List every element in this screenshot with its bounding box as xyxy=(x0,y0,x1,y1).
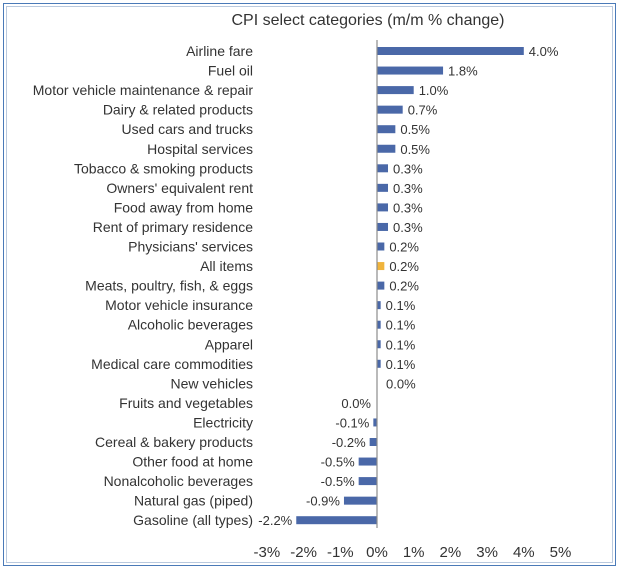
category-label-physicians-services: Physicians' services xyxy=(128,239,253,255)
category-labels: Airline fare Fuel oil Motor vehicle mainte… xyxy=(33,43,254,528)
bar-alcoholic-beverages xyxy=(377,320,381,329)
x-tick-label-2: -1% xyxy=(327,544,354,561)
bar-motor-vehicle-insurance xyxy=(377,301,381,310)
value-label-owners-equivalent-rent: 0.3% xyxy=(393,181,423,196)
category-label-dairy-related-products: Dairy & related products xyxy=(103,102,253,118)
bar-physicians-services xyxy=(377,242,385,251)
value-label-physicians-services: 0.2% xyxy=(389,240,419,255)
value-label-fruits-and-vegetables: 0.0% xyxy=(341,396,371,411)
bar-apparel xyxy=(377,340,381,349)
value-label-apparel: 0.1% xyxy=(386,337,416,352)
value-label-gasoline-all-types: -2.2% xyxy=(258,513,292,528)
x-tick-label-1: -2% xyxy=(290,544,317,561)
x-tick-label-6: 3% xyxy=(476,544,498,561)
bar-food-away-from-home xyxy=(377,203,389,212)
category-label-electricity: Electricity xyxy=(193,414,253,430)
value-label-all-items: 0.2% xyxy=(389,259,419,274)
value-label-dairy-related-products: 0.7% xyxy=(408,103,438,118)
bar-gasoline-all-types xyxy=(296,516,377,525)
category-label-rent-of-primary-residence: Rent of primary residence xyxy=(93,219,254,235)
x-axis-ticks: -3% -2% -1% 0% 1% 2% 3% 4% 5% xyxy=(254,544,572,561)
value-label-food-away-from-home: 0.3% xyxy=(393,200,423,215)
value-label-hospital-services: 0.5% xyxy=(400,142,430,157)
x-tick-label-3: 0% xyxy=(366,544,388,561)
x-tick-label-7: 4% xyxy=(513,544,535,561)
category-label-medical-care-commodities: Medical care commodities xyxy=(91,356,253,372)
bar-natural-gas-piped xyxy=(343,496,377,505)
category-label-motor-vehicle-insurance: Motor vehicle insurance xyxy=(105,297,253,313)
x-tick-label-5: 2% xyxy=(440,544,462,561)
value-label-tobacco-smoking-products: 0.3% xyxy=(393,161,423,176)
category-label-fruits-and-vegetables: Fruits and vegetables xyxy=(119,395,253,411)
category-label-all-items: All items xyxy=(200,258,253,274)
bar-cereal-bakery-products xyxy=(369,438,377,446)
value-label-natural-gas-piped: -0.9% xyxy=(306,494,340,509)
category-label-other-food-at-home: Other food at home xyxy=(132,454,253,470)
category-label-airline-fare: Airline fare xyxy=(186,43,253,59)
bar-meats-poultry-fish-eggs xyxy=(377,281,385,290)
bar-nonalcoholic-beverages xyxy=(358,477,377,486)
bar-airline-fare xyxy=(377,47,524,55)
value-label-meats-poultry-fish-eggs: 0.2% xyxy=(389,279,419,294)
category-label-owners-equivalent-rent: Owners' equivalent rent xyxy=(106,180,253,196)
bar-other-food-at-home xyxy=(358,457,377,466)
category-label-apparel: Apparel xyxy=(205,336,253,352)
category-label-meats-poultry-fish-eggs: Meats, poultry, fish, & eggs xyxy=(85,278,253,294)
category-label-hospital-services: Hospital services xyxy=(147,141,253,157)
value-label-rent-of-primary-residence: 0.3% xyxy=(393,220,423,235)
category-label-used-cars-and-trucks: Used cars and trucks xyxy=(122,121,254,137)
chart-frame xyxy=(3,3,616,566)
category-label-natural-gas-piped: Natural gas (piped) xyxy=(134,493,253,509)
category-label-fuel-oil: Fuel oil xyxy=(208,63,253,79)
category-label-nonalcoholic-beverages: Nonalcoholic beverages xyxy=(104,473,253,489)
value-label-electricity: -0.1% xyxy=(335,415,369,430)
value-label-motor-vehicle-maintenance-repair: 1.0% xyxy=(419,83,449,98)
category-label-food-away-from-home: Food away from home xyxy=(114,199,253,215)
category-label-gasoline-all-types: Gasoline (all types) xyxy=(133,512,253,528)
value-label-airline-fare: 4.0% xyxy=(529,44,559,59)
category-label-new-vehicles: New vehicles xyxy=(171,375,253,391)
bar-all-items xyxy=(377,262,385,271)
bar-used-cars-and-trucks xyxy=(377,125,396,134)
value-label-nonalcoholic-beverages: -0.5% xyxy=(321,474,355,489)
category-label-alcoholic-beverages: Alcoholic beverages xyxy=(128,317,253,333)
value-label-medical-care-commodities: 0.1% xyxy=(386,357,416,372)
bar-dairy-related-products xyxy=(377,105,403,114)
bars-layer xyxy=(296,47,524,525)
chart-title: CPI select categories (m/m % change) xyxy=(232,12,505,29)
bar-rent-of-primary-residence xyxy=(377,222,389,231)
bar-owners-equivalent-rent xyxy=(377,183,389,192)
category-label-motor-vehicle-maintenance-repair: Motor vehicle maintenance & repair xyxy=(33,82,254,98)
bar-medical-care-commodities xyxy=(377,359,381,368)
category-label-cereal-bakery-products: Cereal & bakery products xyxy=(95,434,253,450)
value-label-alcoholic-beverages: 0.1% xyxy=(386,318,416,333)
value-labels: 4.0% 1.8% 1.0% 0.7% 0.5% 0.5% 0.3% 0.3% 0.3% 0.3%… xyxy=(258,44,559,528)
bar-hospital-services xyxy=(377,144,396,153)
x-tick-label-4: 1% xyxy=(403,544,425,561)
bar-fuel-oil xyxy=(377,66,444,75)
value-label-other-food-at-home: -0.5% xyxy=(321,455,355,470)
bar-electricity xyxy=(373,418,377,427)
value-label-cereal-bakery-products: -0.2% xyxy=(332,435,366,450)
category-label-tobacco-smoking-products: Tobacco & smoking products xyxy=(74,160,253,176)
bar-motor-vehicle-maintenance-repair xyxy=(377,86,414,95)
value-label-new-vehicles: 0.0% xyxy=(386,376,416,391)
value-label-fuel-oil: 1.8% xyxy=(448,64,478,79)
bar-tobacco-smoking-products xyxy=(377,164,389,173)
value-label-motor-vehicle-insurance: 0.1% xyxy=(386,298,416,313)
x-tick-label-0: -3% xyxy=(254,544,281,561)
x-tick-label-8: 5% xyxy=(550,544,572,561)
value-label-used-cars-and-trucks: 0.5% xyxy=(400,122,430,137)
